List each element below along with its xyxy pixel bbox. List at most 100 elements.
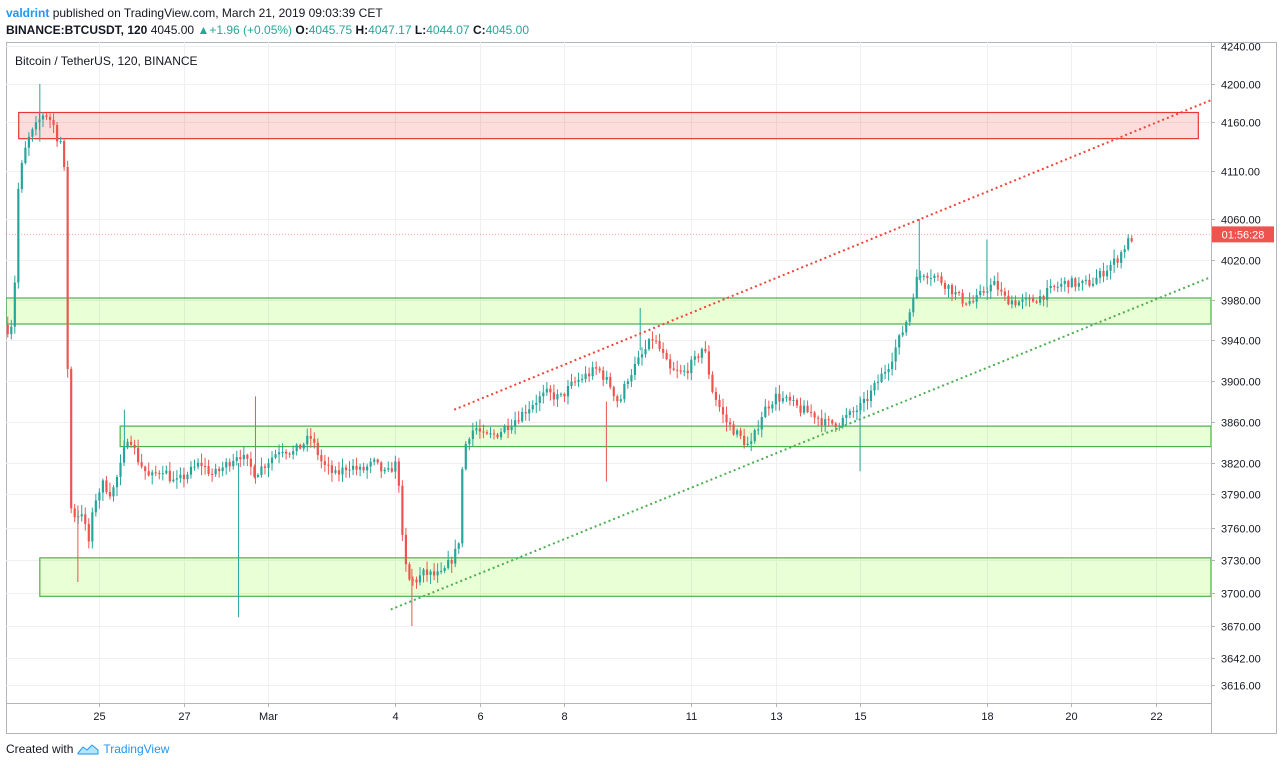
candle-down xyxy=(725,414,728,423)
candle-down xyxy=(218,468,221,472)
candle-down xyxy=(806,405,809,413)
candle-down xyxy=(813,412,816,418)
candle-up xyxy=(1105,270,1109,277)
candle-down xyxy=(834,423,837,427)
candle-up xyxy=(912,297,915,313)
trendlines xyxy=(390,99,1212,611)
candle-down xyxy=(728,422,732,425)
candle-down xyxy=(182,474,186,480)
candle-down xyxy=(711,374,714,392)
candle-up xyxy=(774,393,777,405)
candle-down xyxy=(672,368,675,370)
candle-up xyxy=(503,426,506,433)
candle-up xyxy=(489,433,492,435)
candle-down xyxy=(965,303,968,305)
candle-up xyxy=(179,474,182,479)
candle-up xyxy=(1056,286,1059,288)
candle-down xyxy=(616,396,619,402)
candle-up xyxy=(277,452,281,455)
candle-up xyxy=(232,460,235,467)
candle-down xyxy=(63,141,66,167)
candle-down xyxy=(211,474,214,476)
candle-down xyxy=(253,466,256,477)
candle-up xyxy=(947,285,950,289)
price-axis[interactable]: 4240.00 4200.00 4160.00 4110.00 4060.00 4020.… xyxy=(6,42,1274,693)
tradingview-brand[interactable]: TradingView xyxy=(103,742,170,756)
candle-up xyxy=(690,359,693,374)
candle-up xyxy=(242,454,245,460)
candle-up xyxy=(457,543,460,549)
candle-down xyxy=(982,291,985,293)
candle-up xyxy=(876,381,880,383)
candle-down xyxy=(309,435,312,439)
open-value: 4045.75 xyxy=(308,23,353,37)
candle-up xyxy=(542,392,545,397)
candle-up xyxy=(359,466,362,470)
candle-up xyxy=(260,466,263,475)
candle-down xyxy=(665,352,668,360)
candle-down xyxy=(658,341,661,349)
candle-up xyxy=(454,548,457,564)
candle-down xyxy=(147,471,150,476)
candle-up xyxy=(901,332,904,336)
candle-up xyxy=(256,474,260,477)
candle-down xyxy=(961,293,964,304)
created-with-label: Created with xyxy=(6,742,74,756)
candle-up xyxy=(440,570,443,572)
candle-down xyxy=(732,424,735,435)
candle-down xyxy=(129,441,133,445)
candle-down xyxy=(1074,278,1077,287)
price-chart[interactable]: 4240.00 4200.00 4160.00 4110.00 4060.00 4020.… xyxy=(5,42,1277,734)
candle-down xyxy=(432,571,436,576)
candle-up xyxy=(873,382,876,391)
candle-down xyxy=(203,465,207,467)
y-tick-label: 4160.00 xyxy=(1221,118,1261,130)
candle-down xyxy=(707,351,711,375)
zone-resistance xyxy=(18,111,1199,140)
candle-up xyxy=(447,560,450,569)
candle-down xyxy=(506,426,510,431)
candle-up xyxy=(464,443,467,470)
low-label: L: xyxy=(414,23,427,37)
high-value: 4047.17 xyxy=(368,23,412,37)
candle-up xyxy=(623,384,626,400)
candle-down xyxy=(133,444,136,448)
publish-line: valdrint published on TradingView.com, M… xyxy=(6,6,383,20)
candle-up xyxy=(591,367,594,377)
chart-frame[interactable]: 4240.00 4200.00 4160.00 4110.00 4060.00 4020.… xyxy=(5,42,1277,734)
candle-up xyxy=(366,466,369,471)
candle-up xyxy=(986,291,989,293)
candle-up xyxy=(838,425,841,427)
y-tick-label: 4060.00 xyxy=(1221,215,1261,227)
candle-down xyxy=(595,367,598,369)
candle-down xyxy=(168,470,171,482)
candle-down xyxy=(108,491,112,497)
candle-down xyxy=(73,508,76,518)
candle-down xyxy=(380,462,383,472)
candle-up xyxy=(1039,296,1042,303)
candle-down xyxy=(598,368,601,371)
candle-down xyxy=(327,464,330,466)
candle-up xyxy=(528,409,531,414)
candle-up xyxy=(270,457,274,464)
y-tick-label: 3700.00 xyxy=(1221,589,1261,601)
symbol-line: BINANCE:BTCUSDT, 120 4045.00 ▲+1.96 (+0.… xyxy=(6,23,529,37)
candle-down xyxy=(285,451,288,454)
zone-support-1 xyxy=(5,297,1212,325)
time-axis[interactable]: 25 27 Mar 4 6 8 11 13 15 18 20 22 xyxy=(93,703,1163,723)
candle-down xyxy=(249,458,252,467)
y-tick-label: 3670.00 xyxy=(1221,622,1261,634)
author-name[interactable]: valdrint xyxy=(6,6,50,20)
candle-up xyxy=(13,282,16,327)
candle-down xyxy=(739,430,742,436)
candle-down xyxy=(239,457,242,460)
candle-up xyxy=(1095,277,1098,284)
candle-down xyxy=(686,370,689,374)
candle-down xyxy=(485,432,489,434)
candle-down xyxy=(697,356,700,358)
candle-up xyxy=(538,396,541,403)
symbol-name: BINANCE:BTCUSDT, 120 xyxy=(6,23,148,37)
candle-up xyxy=(771,404,774,409)
candle-down xyxy=(105,480,108,492)
candle-up xyxy=(34,122,38,130)
